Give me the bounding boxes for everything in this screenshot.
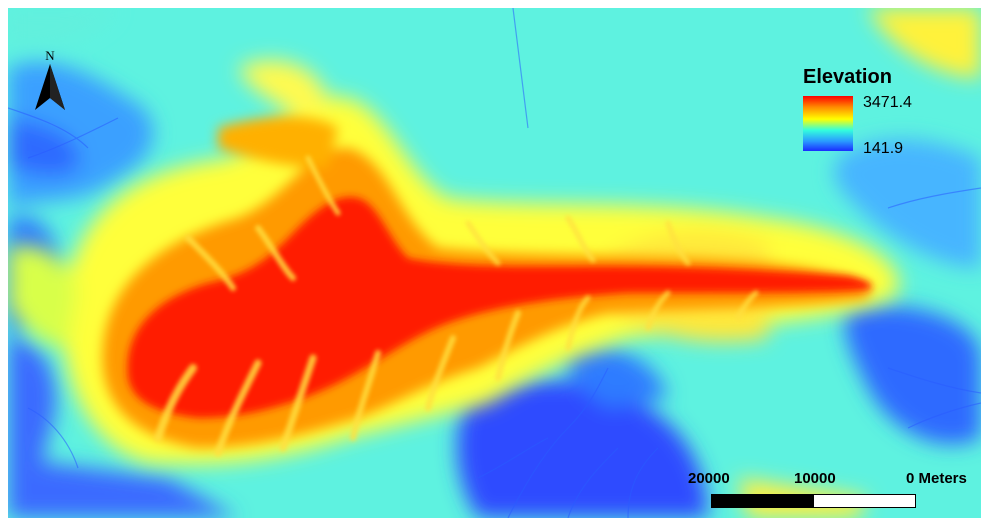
- legend-min-value: 141.9: [863, 140, 904, 157]
- elevation-legend: Elevation 3471.4 141.9: [803, 66, 973, 166]
- north-label: N: [45, 48, 55, 63]
- north-arrow-icon: [35, 64, 65, 110]
- legend-color-ramp: [803, 96, 853, 151]
- legend-max-value: 3471.4: [863, 94, 912, 111]
- map-frame: N Elevation 3471.4 141.9 20000 10000 0 M…: [8, 8, 981, 518]
- elevation-raster: [8, 8, 981, 518]
- scale-label-20000: 20000: [688, 470, 730, 487]
- scale-label-zero: 0 Meters: [906, 470, 967, 487]
- scale-bar: 20000 10000 0 Meters: [678, 470, 981, 518]
- scale-label-10000: 10000: [794, 470, 836, 487]
- scale-bar-graphic: [711, 494, 916, 508]
- north-arrow: N: [30, 48, 70, 118]
- scale-bar-black-segment: [712, 495, 814, 507]
- legend-title: Elevation: [803, 66, 892, 88]
